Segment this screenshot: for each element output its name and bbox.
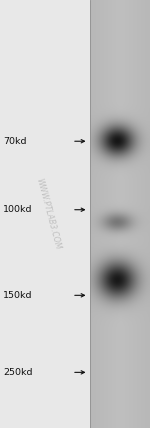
- Text: WWW.PTLAB3.COM: WWW.PTLAB3.COM: [34, 177, 62, 251]
- Text: 100kd: 100kd: [3, 205, 33, 214]
- Text: 250kd: 250kd: [3, 368, 33, 377]
- Text: 150kd: 150kd: [3, 291, 33, 300]
- Text: 70kd: 70kd: [3, 137, 27, 146]
